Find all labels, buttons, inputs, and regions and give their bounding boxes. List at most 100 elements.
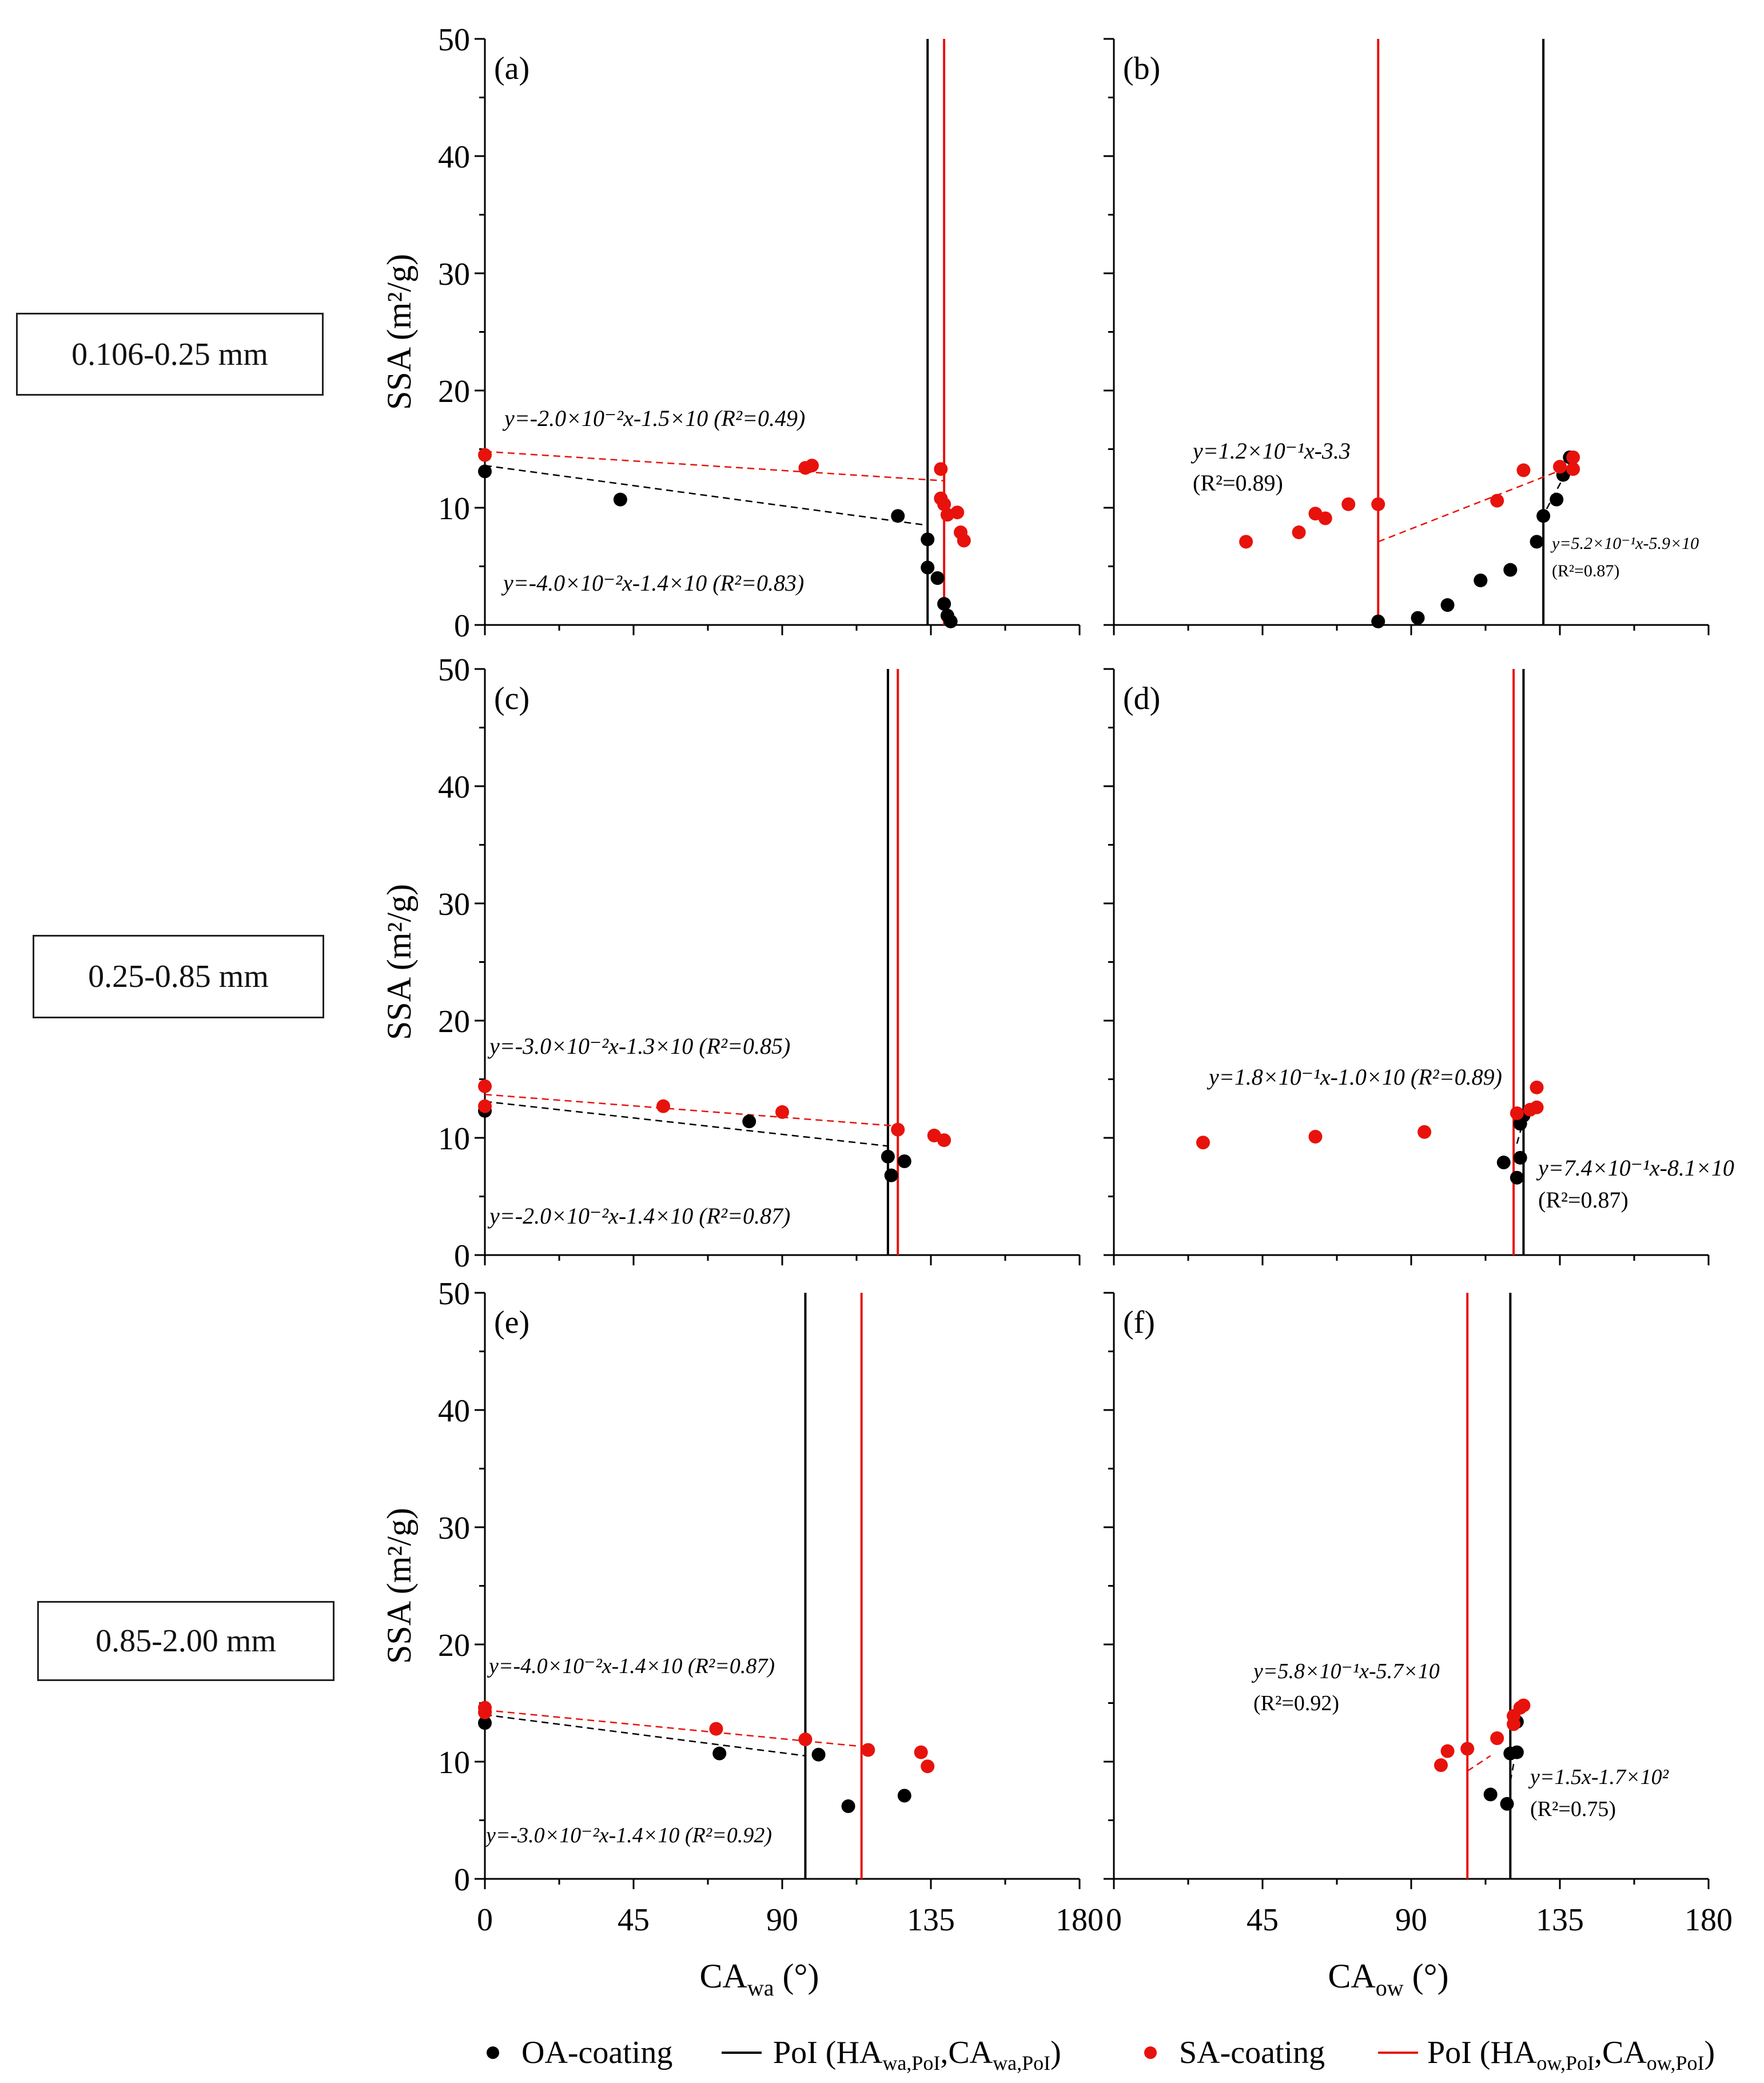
data-point [897,1154,911,1168]
data-point [478,1705,492,1719]
y-tick-label: 10 [438,1121,470,1157]
fit-equation: y=-2.0×10⁻²x-1.5×10 (R²=0.49) [502,405,805,431]
data-point [1496,1156,1511,1170]
data-point [1530,1100,1544,1114]
y-axis-label: SSA (m²/g) [380,254,418,410]
x-axis-label: CAow (°) [1328,1957,1448,2001]
fit-equation: y=-4.0×10⁻²x-1.4×10 (R²=0.87) [487,1654,775,1678]
data-point [478,1079,492,1093]
legend-poi-wa-label: PoI (HAwa,PoI,CAwa,PoI) [773,2035,1061,2074]
data-point [1510,1745,1524,1759]
y-tick-label: 50 [438,1276,470,1312]
panel-label: (d) [1123,681,1160,716]
data-point [943,614,958,628]
fit-equation: y=5.2×10⁻¹x-5.9×10 (R²=0.87) [1550,534,1699,580]
panel-label: (c) [494,681,529,716]
data-point [1516,1698,1531,1712]
data-point [1196,1136,1210,1150]
data-point [1490,493,1504,508]
data-point [1510,1170,1524,1185]
panel-4: 0 10 20 30 40 50 0 45 90 135 180 SSA (m²/g) CAwa (°)… [380,1276,1104,2001]
data-point [934,462,948,476]
legend-sa-label: SA-coating [1179,2035,1325,2070]
data-point [1510,1106,1524,1120]
data-point [712,1746,727,1761]
y-tick-label: 50 [438,652,470,688]
x-tick-label: 135 [907,1902,955,1938]
data-point [478,1099,492,1113]
y-tick-label: 10 [438,1745,470,1781]
fit-line [1510,1763,1515,1782]
data-point [861,1743,875,1757]
y-tick-label: 20 [438,374,470,409]
data-point [656,1099,670,1113]
data-point [891,509,905,523]
data-point [1440,598,1455,612]
data-point [937,1133,951,1148]
panel-0: 0 10 20 30 40 50 SSA (m²/g) (a) y=-4.0×10⁻²x-1.4… [380,22,1081,644]
data-point [1460,1742,1475,1756]
data-point [775,1105,789,1119]
x-tick-label: 180 [1056,1902,1104,1938]
fit-line [1377,466,1570,543]
data-point [1566,450,1580,464]
y-axis-label: SSA (m²/g) [380,884,418,1040]
fit-line [1467,1755,1491,1772]
legend-poi-ow-label: PoI (HAow,PoI,CAow,PoI) [1427,2035,1715,2074]
panel-2: 0 10 20 30 40 50 SSA (m²/g) (c) y=-2.0×10⁻²x-1.4… [380,652,1081,1274]
data-point [1490,1731,1504,1745]
data-point [1371,614,1385,628]
data-point [1530,1080,1544,1094]
y-tick-label: 30 [438,257,470,292]
fit-equation: y=-2.0×10⁻²x-1.4×10 (R²=0.87) [487,1203,790,1229]
data-point [1513,1150,1527,1165]
fit-equation: y=5.8×10⁻¹x-5.7×10 (R²=0.92) [1251,1659,1440,1715]
data-point [884,1168,898,1182]
panel-3: (d) y=7.4×10⁻¹x-8.1×10 (R²=0.87) y=1.8×10⁻¹… [1104,668,1734,1265]
y-axis-label: SSA (m²/g) [380,1508,418,1664]
legend-oa-marker [487,2046,499,2059]
panel-1: (b) y=5.2×10⁻¹x-5.9×10 (R²=0.87) y=1.2×10⁻¹… [1104,38,1710,635]
y-tick-label: 0 [454,1862,470,1898]
y-tick-label: 30 [438,887,470,922]
fit-equation: y=-3.0×10⁻²x-1.3×10 (R²=0.85) [487,1033,790,1059]
data-point [891,1122,905,1137]
data-point [930,571,945,585]
size-label-2: 0.85-2.00 mm [37,1601,335,1681]
data-point [897,1789,911,1803]
data-point [709,1722,723,1736]
data-point [1553,460,1567,474]
fit-equation: y=1.5x-1.7×10² (R²=0.75) [1528,1765,1669,1821]
data-point [937,597,951,611]
data-point [1239,535,1253,549]
data-point [937,497,951,511]
x-tick-label: 90 [1395,1902,1427,1938]
data-point [1341,497,1356,511]
data-point [1536,509,1551,523]
fit-line [484,1093,898,1127]
data-point [1308,1129,1323,1144]
y-tick-label: 20 [438,1628,470,1663]
data-point [1483,1787,1498,1802]
x-tick-label: 90 [766,1902,798,1938]
data-point [1434,1758,1448,1773]
data-point [841,1799,855,1813]
data-point [1530,535,1544,549]
y-tick-label: 30 [438,1511,470,1546]
size-label-0: 0.106-0.25 mm [16,313,324,396]
y-tick-label: 10 [438,491,470,527]
y-tick-label: 0 [454,608,470,644]
data-point [957,533,971,548]
data-point [1503,563,1518,577]
y-tick-label: 40 [438,1393,470,1429]
x-tick-label: 180 [1685,1902,1733,1938]
data-point [921,560,935,575]
panel-label: (e) [494,1305,529,1340]
data-point [1318,511,1332,525]
data-point [1371,497,1385,511]
legend-sa-marker [1144,2046,1157,2059]
panel-label: (f) [1123,1305,1155,1340]
data-point [881,1149,895,1164]
data-point [1474,573,1488,588]
